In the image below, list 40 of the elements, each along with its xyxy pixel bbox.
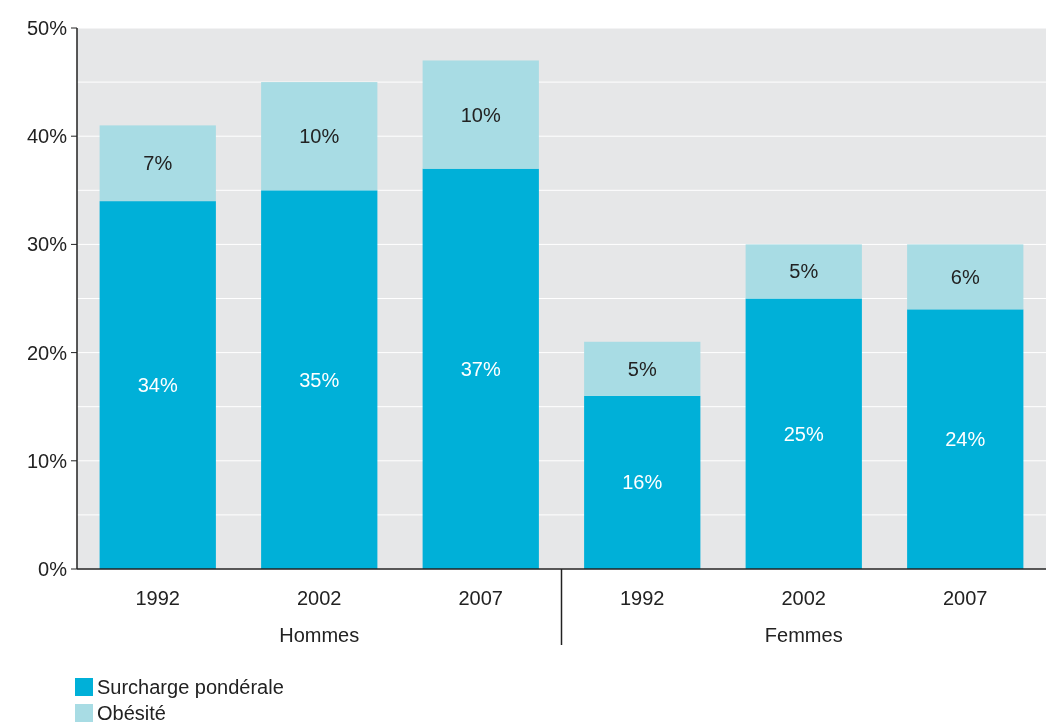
data-label: 16% [622,471,663,494]
y-tick-label: 30% [26,233,68,256]
text: Hommes [279,624,360,646]
data-label: 7% [143,152,173,175]
bar [261,82,378,191]
data-label: 34% [137,374,178,397]
x-tick-label: 2007 [458,587,503,609]
bar [745,244,862,299]
bar [99,125,216,202]
bar [99,201,216,569]
x-tick-label: 1992 [135,587,180,609]
data-label: 25% [783,422,824,445]
bar [745,298,862,569]
x-tick-label: 2002 [297,587,342,609]
bar [584,341,701,396]
data-label: 37% [460,357,501,380]
y-tick-label: 0% [38,558,68,580]
bar [261,190,378,569]
legend-label: Obésité [97,702,166,724]
y-tick-label: 50% [26,17,68,39]
y-tick-label: 40% [26,125,68,148]
y-tick-label: 20% [26,341,68,364]
bar [907,309,1024,569]
x-tick-label: 2002 [781,587,826,609]
data-label: 5% [789,260,819,283]
data-label: 5% [627,357,657,380]
x-tick-label: 2007 [943,587,988,609]
data-label: 35% [299,368,340,391]
data-label: 10% [299,125,340,148]
text: Femmes [764,624,843,646]
y-tick-label: 10% [26,449,68,472]
data-label: 10% [460,103,501,126]
legend-label: Surcharge pondérale [97,676,284,698]
data-label: 24% [945,428,986,451]
bar [907,244,1024,310]
x-tick-label: 1992 [620,587,665,609]
data-label: 6% [950,265,980,288]
bar [584,395,701,569]
bar [422,168,539,569]
bar [422,60,539,169]
